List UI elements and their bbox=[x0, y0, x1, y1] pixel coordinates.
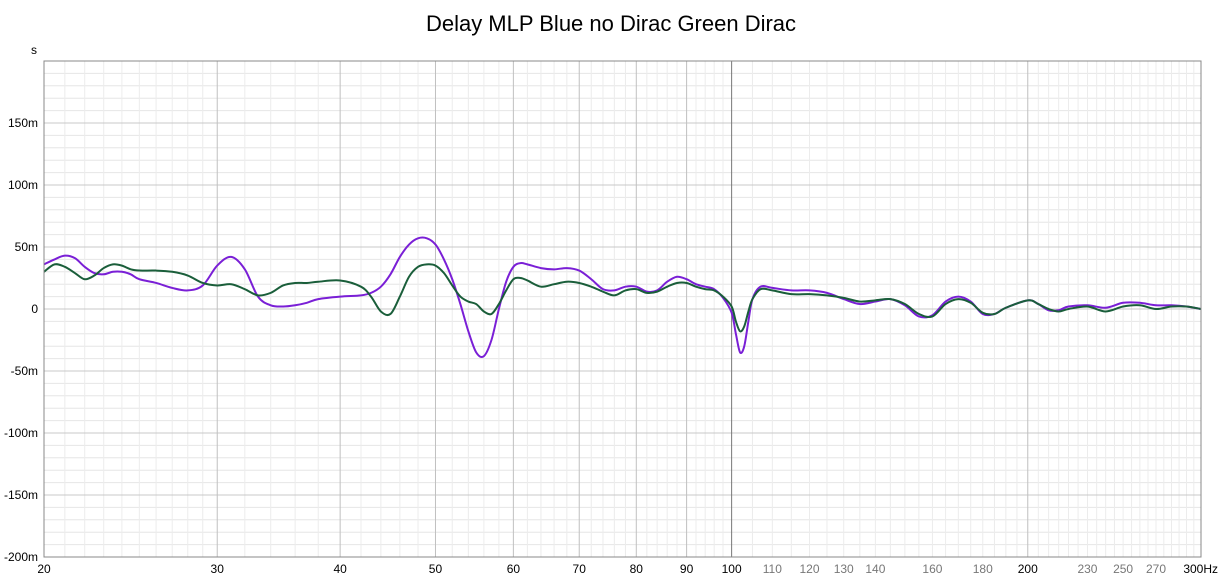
series-line-2 bbox=[43, 263, 1202, 333]
series-line-1 bbox=[43, 236, 1202, 358]
x-tick-label: 60 bbox=[507, 562, 521, 576]
x-tick-label: 70 bbox=[573, 562, 587, 576]
x-tick-label: 90 bbox=[680, 562, 694, 576]
x-tick-label-minor: 230 bbox=[1077, 562, 1097, 576]
y-axis-labels: 150m 100m 50m 0 -50m -100m -150m -200m bbox=[4, 116, 38, 564]
y-tick-label: -50m bbox=[11, 364, 38, 378]
x-tick-label: 40 bbox=[333, 562, 347, 576]
x-axis-end-label: 300Hz bbox=[1183, 562, 1218, 576]
y-tick-label: 150m bbox=[8, 116, 38, 130]
series-layer bbox=[43, 236, 1202, 358]
x-tick-label-minor: 110 bbox=[763, 562, 782, 576]
chart-title: Delay MLP Blue no Dirac Green Dirac bbox=[426, 11, 796, 36]
x-tick-label: 30 bbox=[211, 562, 225, 576]
x-tick-label-minor: 250 bbox=[1113, 562, 1133, 576]
plot-frame bbox=[43, 60, 1202, 558]
x-tick-label-minor: 130 bbox=[834, 562, 854, 576]
x-tick-label: 50 bbox=[429, 562, 443, 576]
y-axis-unit: s bbox=[31, 43, 37, 57]
y-tick-label: 50m bbox=[15, 240, 38, 254]
y-tick-label: -150m bbox=[4, 488, 38, 502]
x-tick-label: 80 bbox=[630, 562, 644, 576]
x-tick-label-minor: 120 bbox=[800, 562, 820, 576]
x-axis-labels: 20 30 40 50 60 70 80 90 100 200 110 120 130 140 160 180… bbox=[37, 562, 1218, 576]
x-tick-label-minor: 270 bbox=[1146, 562, 1166, 576]
x-tick-label: 100 bbox=[722, 562, 742, 576]
x-tick-label-minor: 160 bbox=[922, 562, 942, 576]
x-tick-label-minor: 140 bbox=[865, 562, 885, 576]
y-tick-label: -200m bbox=[4, 550, 38, 564]
y-tick-label: 100m bbox=[8, 178, 38, 192]
y-tick-label: 0 bbox=[31, 302, 38, 316]
x-tick-label: 200 bbox=[1018, 562, 1038, 576]
y-tick-label: -100m bbox=[4, 426, 38, 440]
x-tick-label-minor: 180 bbox=[973, 562, 993, 576]
x-tick-label: 20 bbox=[37, 562, 51, 576]
